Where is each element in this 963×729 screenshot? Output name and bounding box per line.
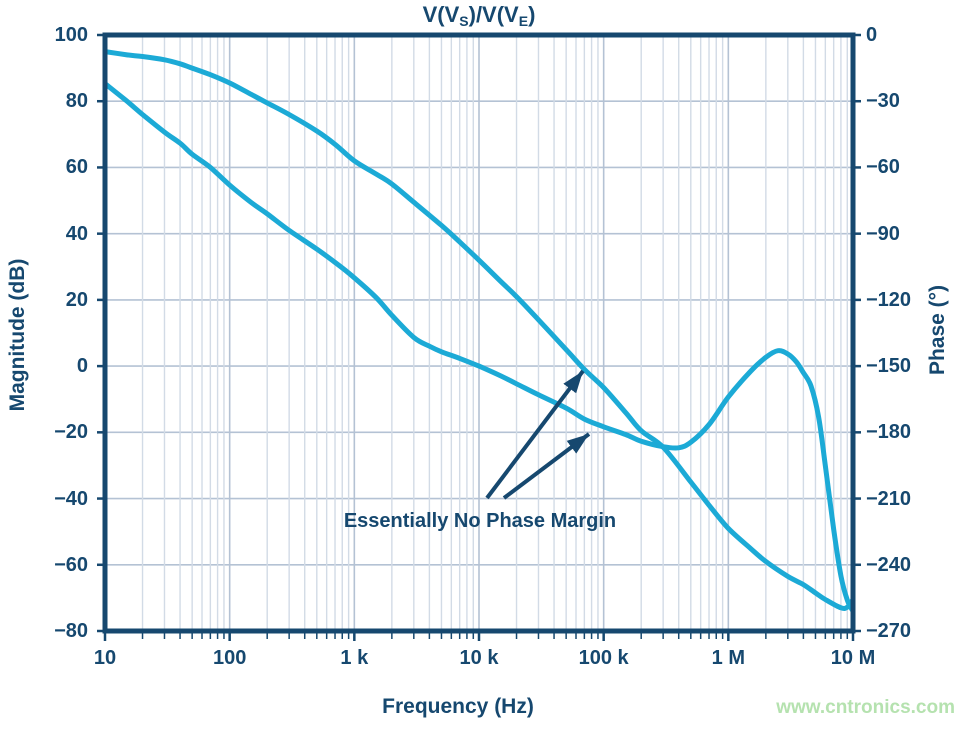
x-tick-label: 1 M bbox=[711, 647, 745, 669]
title-subscript-e: E bbox=[518, 13, 529, 29]
x-axis-label-frequency: Frequency (Hz) bbox=[382, 695, 534, 718]
y-left-tick-label: 20 bbox=[65, 288, 88, 311]
y-left-tick-label: −60 bbox=[54, 553, 88, 576]
y-right-tick-label: 0 bbox=[866, 24, 878, 46]
axis-tick-marks bbox=[97, 33, 861, 641]
y-right-tick-label: −120 bbox=[866, 288, 912, 311]
y-right-tick-label: −150 bbox=[866, 355, 912, 378]
annotation-text: Essentially No Phase Margin bbox=[343, 510, 617, 532]
annotation-arrows bbox=[485, 369, 591, 500]
x-tick-label: 10 bbox=[93, 647, 117, 669]
plot-frame bbox=[102, 32, 856, 634]
y-left-tick-label: 80 bbox=[65, 90, 88, 113]
annotation-arrow bbox=[502, 432, 591, 500]
y-left-tick-label: 0 bbox=[76, 355, 88, 378]
y-left-tick-label: 40 bbox=[65, 222, 88, 245]
x-tick-label: 100 k bbox=[578, 647, 629, 669]
y-right-tick-label: −210 bbox=[866, 487, 912, 510]
y-right-tick-label: −180 bbox=[866, 421, 912, 444]
title-text: ) bbox=[528, 2, 536, 27]
y-right-tick-label: −30 bbox=[866, 90, 900, 113]
y-axis-label-phase: Phase (°) bbox=[926, 284, 949, 376]
y-left-tick-label: −80 bbox=[54, 620, 88, 642]
x-tick-label: 10 k bbox=[459, 647, 499, 669]
y-right-tick-label: −240 bbox=[866, 553, 912, 576]
y-right-tick-label: −90 bbox=[866, 222, 900, 245]
title-text: )/V(V bbox=[468, 2, 519, 27]
x-tick-label: 1 k bbox=[340, 647, 369, 669]
watermark-text: www.cntronics.com bbox=[776, 697, 955, 718]
x-tick-label: 100 bbox=[212, 647, 247, 669]
y-right-tick-label: −270 bbox=[866, 620, 912, 642]
y-left-tick-label: −40 bbox=[54, 487, 88, 510]
y-left-tick-label: 60 bbox=[65, 156, 88, 179]
y-axis-label-magnitude: Magnitude (dB) bbox=[6, 258, 29, 412]
title-text: V(V bbox=[422, 2, 460, 27]
y-left-tick-label: −20 bbox=[54, 421, 88, 444]
x-tick-label: 10 M bbox=[830, 647, 876, 669]
annotation-arrow bbox=[485, 369, 585, 500]
phase-curve bbox=[102, 81, 856, 614]
y-left-tick-label: 100 bbox=[54, 24, 88, 46]
y-right-tick-label: −60 bbox=[866, 156, 900, 179]
chart-title: V(VS)/V(VE) bbox=[423, 2, 536, 29]
title-subscript-s: S bbox=[459, 13, 469, 29]
magnitude-curve bbox=[102, 49, 856, 612]
